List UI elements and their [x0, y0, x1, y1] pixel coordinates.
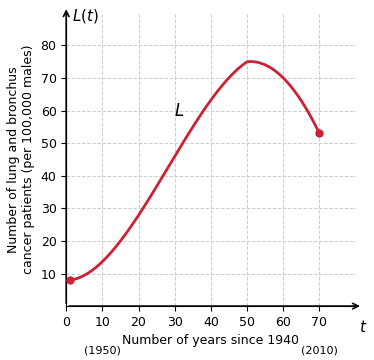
Text: (1950): (1950) — [84, 345, 121, 355]
X-axis label: Number of years since 1940: Number of years since 1940 — [122, 334, 300, 347]
Text: L: L — [175, 102, 184, 120]
Text: (2010): (2010) — [301, 345, 338, 355]
Text: $t$: $t$ — [359, 319, 367, 335]
Y-axis label: Number of lung and bronchus
cancer patients (per 100,000 males): Number of lung and bronchus cancer patie… — [7, 45, 35, 274]
Text: $L(t)$: $L(t)$ — [72, 7, 99, 25]
